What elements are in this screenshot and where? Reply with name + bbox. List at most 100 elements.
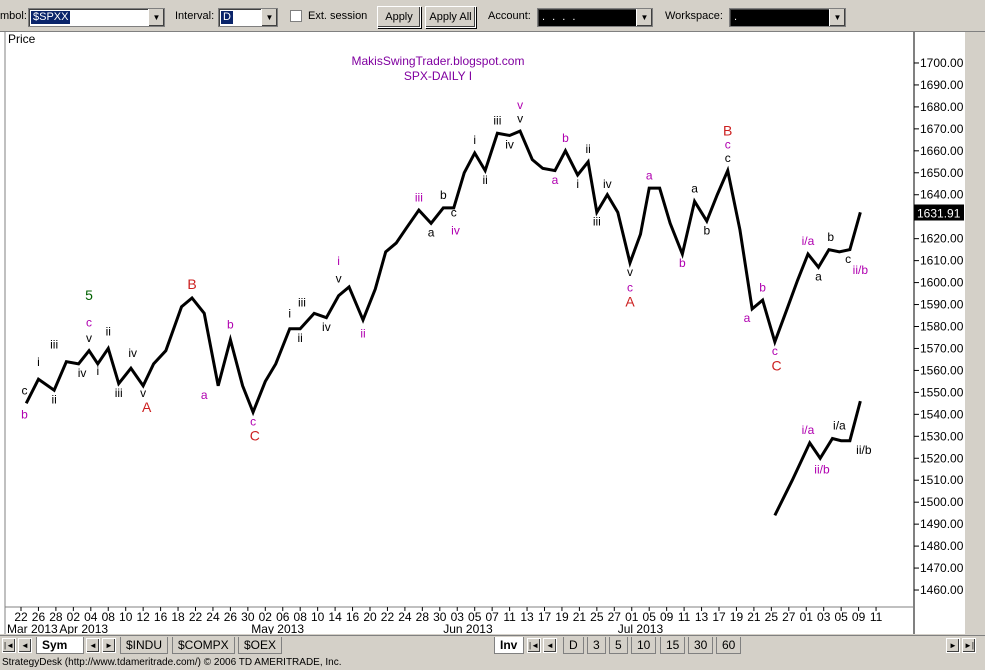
x-tick-label: 16 [154, 610, 168, 624]
x-tick-label: 22 [189, 610, 203, 624]
ext-session-checkbox[interactable] [290, 10, 302, 22]
chevron-down-icon[interactable]: ▼ [636, 9, 652, 26]
chevron-down-icon[interactable]: ▼ [148, 9, 164, 26]
wave-label: a [428, 225, 435, 239]
wave-label: a [552, 173, 559, 187]
wave-label: v [336, 272, 342, 286]
chevron-down-icon[interactable]: ▼ [829, 9, 845, 26]
prev-arrow-icon[interactable]: ◄ [86, 638, 100, 653]
chart-subtitle: SPX-DAILY I [404, 69, 472, 83]
vertical-scrollbar[interactable] [965, 32, 985, 634]
y-tick-label: 1640.00 [920, 188, 964, 202]
wave-label: ii [51, 392, 56, 406]
y-tick-label: 1700.00 [920, 56, 964, 70]
y-tick-label: 1470.00 [920, 561, 964, 575]
x-tick-label: 17 [538, 610, 552, 624]
x-tick-label: 30 [433, 610, 447, 624]
wave-label: v [627, 265, 633, 279]
wave-label: v [517, 98, 523, 112]
wave-label: b [703, 223, 710, 237]
wave-label: a [691, 182, 698, 196]
x-tick-label: 27 [782, 610, 796, 624]
tab-interval-0[interactable]: D [563, 637, 584, 654]
wave-label: ii [106, 324, 111, 338]
y-tick-label: 1490.00 [920, 517, 964, 531]
wave-label: A [625, 294, 635, 310]
wave-label: iv [603, 177, 612, 191]
toolbar: mbol: $SPXX ▼ Interval: D ▼ Ext. session… [0, 0, 985, 32]
apply-button[interactable]: Apply [377, 6, 421, 28]
wave-label: iii [50, 337, 58, 351]
y-tick-label: 1600.00 [920, 276, 964, 290]
prev-arrow-icon[interactable]: ◄ [18, 638, 32, 653]
tab-interval-3[interactable]: 10 [631, 637, 657, 654]
x-tick-label: 22 [381, 610, 395, 624]
wave-label: iv [505, 138, 514, 152]
first-arrow-icon[interactable]: |◄ [2, 638, 16, 653]
x-tick-label: 24 [398, 610, 412, 624]
tab-symbol-1[interactable]: $COMPX [172, 637, 235, 654]
last-arrow-icon[interactable]: ►| [962, 638, 976, 653]
tab-symbol-0[interactable]: $INDU [120, 637, 169, 654]
y-tick-label: 1590.00 [920, 298, 964, 312]
x-tick-label: 10 [119, 610, 133, 624]
wave-label: 5 [85, 287, 93, 303]
chart-area[interactable]: Price MakisSwingTrader.blogspot.com SPX-… [0, 32, 985, 634]
tab-symbol-2[interactable]: $OEX [238, 637, 283, 654]
last-price-label: 1631.91 [917, 207, 961, 221]
wave-label: c [86, 316, 92, 330]
tab-interval-1[interactable]: 3 [587, 637, 606, 654]
x-tick-label: 06 [276, 610, 290, 624]
series-line-0 [24, 129, 862, 417]
symbol-label: mbol: [0, 10, 27, 22]
wave-label: iii [415, 190, 423, 204]
tab-interval-5[interactable]: 30 [688, 637, 714, 654]
plot-background [0, 32, 914, 634]
wave-label: b [440, 188, 447, 202]
wave-label: i/a [833, 419, 846, 433]
last-price-marker: 1631.91 [914, 204, 964, 221]
workspace-combobox[interactable]: . ▼ [729, 8, 846, 27]
account-combobox[interactable]: . . . . ▼ [537, 8, 653, 27]
x-tick-label: 25 [590, 610, 604, 624]
x-tick-label: 21 [747, 610, 761, 624]
x-tick-label: 24 [206, 610, 220, 624]
interval-combobox[interactable]: D ▼ [218, 8, 278, 27]
wave-label: b [227, 318, 234, 332]
apply-all-button[interactable]: Apply All [425, 6, 476, 28]
first-arrow-icon[interactable]: |◄ [527, 638, 541, 653]
wave-label: i/a [802, 423, 815, 437]
x-tick-label: 03 [817, 610, 831, 624]
tab-bar: |◄ ◄ Sym ◄ ► $INDU $COMPX $OEX Inv |◄ ◄ … [0, 635, 985, 655]
tab-interval-6[interactable]: 60 [716, 637, 742, 654]
x-tick-label: 30 [241, 610, 255, 624]
tab-interval-2[interactable]: 5 [609, 637, 628, 654]
x-month-label: Jul 2013 [618, 622, 664, 634]
x-month-label: Apr 2013 [59, 622, 108, 634]
account-value: . . . . [542, 11, 578, 23]
tab-interval-4[interactable]: 15 [660, 637, 686, 654]
tab-sym[interactable]: Sym [36, 637, 84, 654]
next-arrow-icon[interactable]: ► [946, 638, 960, 653]
y-tick-label: 1520.00 [920, 451, 964, 465]
wave-label: iv [128, 346, 137, 360]
prev-arrow-icon[interactable]: ◄ [543, 638, 557, 653]
wave-label: iii [593, 214, 601, 228]
next-arrow-icon[interactable]: ► [102, 638, 116, 653]
price-chart[interactable]: Price MakisSwingTrader.blogspot.com SPX-… [0, 32, 985, 634]
series-group [24, 129, 862, 517]
wave-label: c [21, 384, 27, 398]
chevron-down-icon[interactable]: ▼ [261, 9, 277, 26]
x-tick-label: 14 [328, 610, 342, 624]
x-tick-label: 01 [625, 610, 639, 624]
tab-inv[interactable]: Inv [494, 637, 524, 654]
x-tick-label: 20 [363, 610, 377, 624]
x-tick-label: 27 [608, 610, 622, 624]
x-tick-label: 10 [311, 610, 325, 624]
chart-title: MakisSwingTrader.blogspot.com [352, 54, 525, 68]
wave-label: a [201, 388, 208, 402]
wave-label: v [517, 111, 523, 125]
x-tick-label: 05 [643, 610, 657, 624]
symbol-combobox[interactable]: $SPXX ▼ [28, 8, 165, 27]
wave-label: iii [493, 113, 501, 127]
